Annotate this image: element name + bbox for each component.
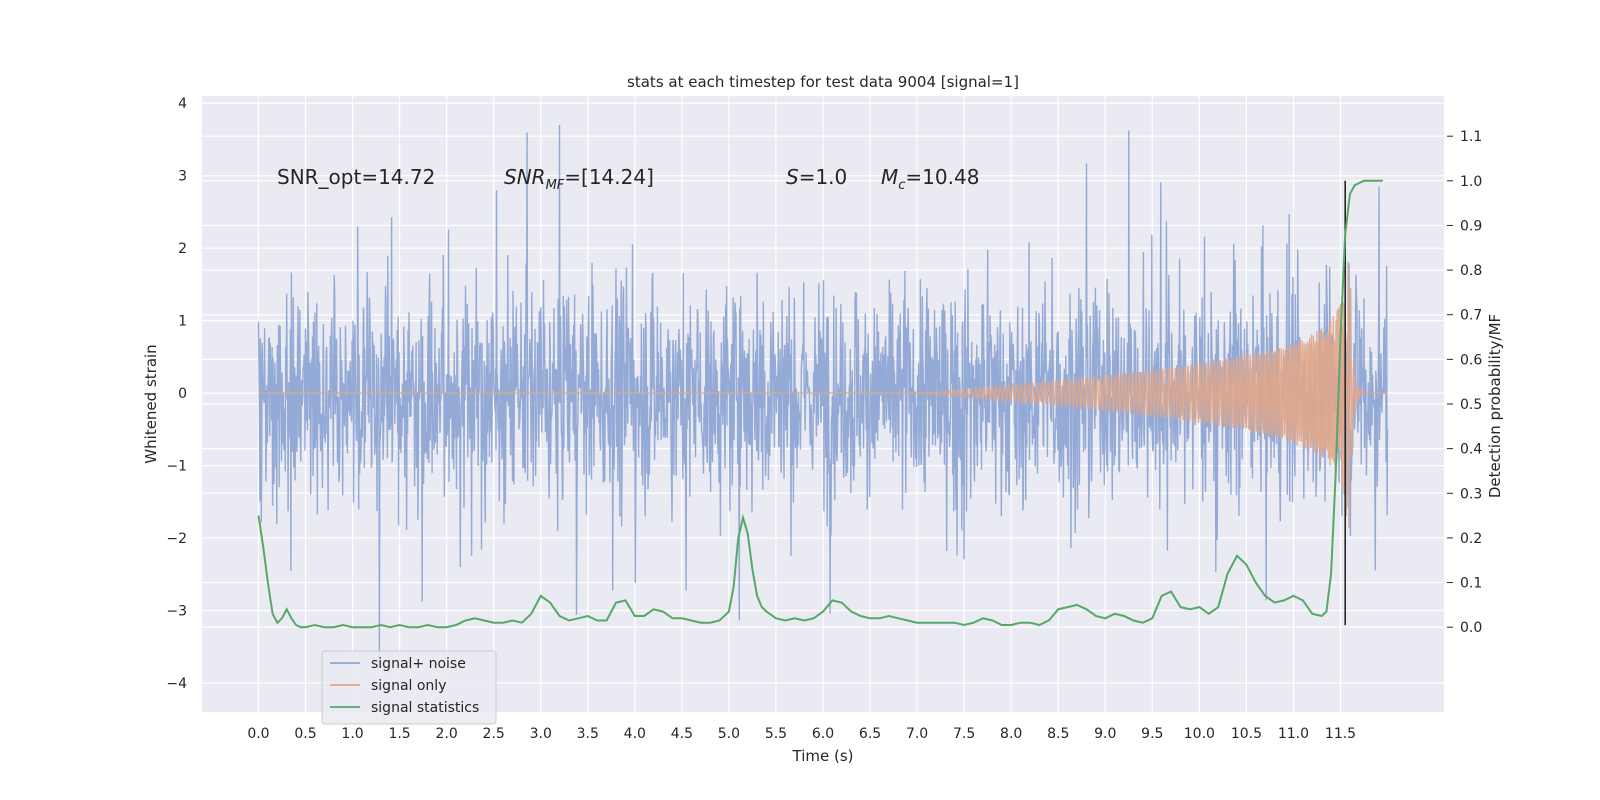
x-tick-label: 3.5 bbox=[577, 726, 599, 742]
x-tick-label: 5.5 bbox=[765, 726, 787, 742]
y2-tick-label: 0.7 bbox=[1460, 308, 1482, 324]
x-tick-label: 5.0 bbox=[718, 726, 740, 742]
x-tick-label: 6.0 bbox=[812, 726, 834, 742]
x-tick-label: 8.5 bbox=[1047, 726, 1069, 742]
s-value: =1.0 bbox=[799, 165, 848, 189]
snr-opt-annotation: SNR_opt=14.72 bbox=[277, 165, 435, 189]
x-tick-label: 4.0 bbox=[624, 726, 646, 742]
mc-symbol: M bbox=[881, 165, 898, 189]
mc-value: =10.48 bbox=[905, 165, 979, 189]
stats-series bbox=[257, 179, 1383, 629]
x-tick-label: 11.5 bbox=[1325, 726, 1356, 742]
x-tick-label: 9.0 bbox=[1094, 726, 1116, 742]
x-tick-label: 3.0 bbox=[530, 726, 552, 742]
y2-tick-label: 0.9 bbox=[1460, 218, 1482, 234]
y-tick-label: 2 bbox=[178, 241, 187, 257]
y-tick-label: −1 bbox=[166, 459, 187, 475]
mc-annotation: Mc=10.48 bbox=[881, 165, 979, 193]
snr-mf-symbol: SNR bbox=[504, 165, 546, 189]
x-axis-label: Time (s) bbox=[792, 747, 854, 765]
y-axis-label: Whitened strain bbox=[142, 344, 160, 463]
legend: signal+ noise signal only signal statist… bbox=[321, 650, 497, 725]
axes-ticks: 0.0 0.5 1.0 1.5 2.0 2.5 3.0 3.5 4.0 4.5 5.0 5.5 6.0 6… bbox=[166, 96, 1482, 742]
y2-tick-label: 0.6 bbox=[1460, 352, 1482, 368]
x-tick-label: 11.0 bbox=[1278, 726, 1309, 742]
x-tick-label: 10.0 bbox=[1184, 726, 1215, 742]
snr-mf-value: =[14.24] bbox=[564, 165, 654, 189]
x-tick-label: 10.5 bbox=[1231, 726, 1262, 742]
y-tick-label: 1 bbox=[178, 314, 187, 330]
y2-tick-label: 0.8 bbox=[1460, 263, 1482, 279]
x-tick-label: 9.5 bbox=[1141, 726, 1163, 742]
legend-label-signal: signal only bbox=[371, 678, 446, 694]
y2-tick-label: 0.3 bbox=[1460, 486, 1482, 502]
annotations: SNR_opt=14.72 SNRMF=[14.24] S=1.0 Mc=10.… bbox=[277, 165, 979, 193]
y-tick-label: −2 bbox=[166, 531, 187, 547]
x-tick-label: 0.0 bbox=[247, 726, 269, 742]
signal-series bbox=[258, 261, 1388, 528]
y2-axis-label: Detection probability/MF bbox=[1486, 314, 1504, 498]
y-tick-label: 3 bbox=[178, 169, 187, 185]
x-tick-label: 4.5 bbox=[671, 726, 693, 742]
y2-tick-label: 1.1 bbox=[1460, 129, 1482, 145]
y2-tick-label: 1.0 bbox=[1460, 174, 1482, 190]
s-symbol: S bbox=[786, 165, 799, 189]
y2-tick-label: 0.0 bbox=[1460, 620, 1482, 636]
x-tick-label: 2.0 bbox=[436, 726, 458, 742]
legend-box bbox=[321, 650, 497, 725]
x-tick-label: 6.5 bbox=[859, 726, 881, 742]
legend-label-noise: signal+ noise bbox=[371, 656, 466, 672]
chart-title: stats at each timestep for test data 900… bbox=[627, 73, 1019, 91]
x-tick-label: 7.0 bbox=[906, 726, 928, 742]
stats-line bbox=[257, 179, 1383, 629]
x-tick-label: 8.0 bbox=[1000, 726, 1022, 742]
y-tick-label: −3 bbox=[166, 604, 187, 620]
y2-tick-label: 0.4 bbox=[1460, 442, 1482, 458]
snr-mf-subscript: MF bbox=[546, 178, 565, 193]
mc-subscript: c bbox=[898, 178, 905, 193]
x-tick-label: 2.5 bbox=[483, 726, 505, 742]
snr-mf-annotation: SNRMF=[14.24] bbox=[504, 165, 654, 193]
y-tick-label: −4 bbox=[166, 676, 187, 692]
y2-tick-label: 0.2 bbox=[1460, 531, 1482, 547]
x-tick-label: 1.0 bbox=[341, 726, 363, 742]
x-tick-label: 7.5 bbox=[953, 726, 975, 742]
y2-tick-label: 0.1 bbox=[1460, 576, 1482, 592]
y-tick-label: 0 bbox=[178, 386, 187, 402]
x-tick-label: 0.5 bbox=[294, 726, 316, 742]
s-annotation: S=1.0 bbox=[786, 165, 847, 189]
x-tick-label: 1.5 bbox=[388, 726, 410, 742]
signal-trace bbox=[258, 261, 1388, 528]
y-tick-label: 4 bbox=[178, 96, 187, 112]
legend-label-stats: signal statistics bbox=[371, 700, 479, 716]
y2-tick-label: 0.5 bbox=[1460, 397, 1482, 413]
